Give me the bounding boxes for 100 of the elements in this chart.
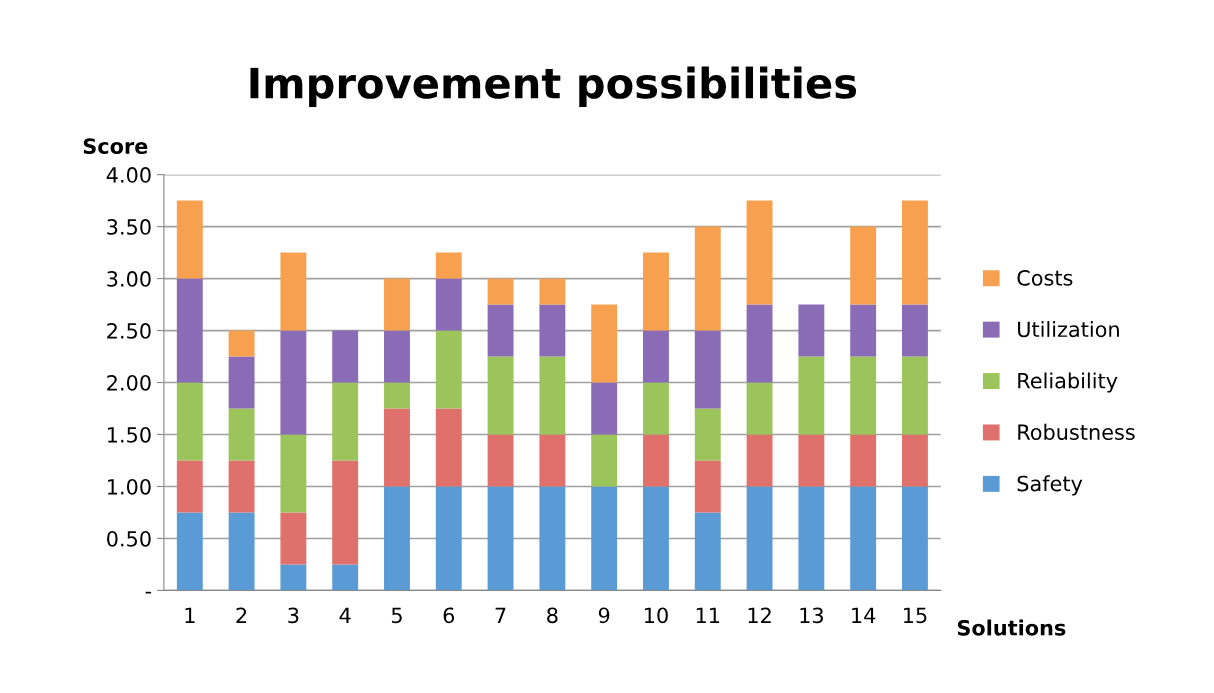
bar bbox=[902, 200, 928, 305]
x-axis-title: Solutions bbox=[957, 619, 1066, 636]
bar bbox=[176, 200, 203, 279]
bar bbox=[746, 434, 773, 487]
bar bbox=[539, 486, 566, 591]
bar bbox=[539, 356, 566, 435]
bar bbox=[176, 460, 203, 513]
bar bbox=[228, 330, 255, 357]
bar bbox=[384, 330, 410, 383]
bar bbox=[539, 278, 566, 305]
x-tick-label: 10 bbox=[645, 607, 668, 624]
x-tick-label: 2 bbox=[236, 607, 247, 623]
bar bbox=[694, 226, 721, 331]
bar bbox=[591, 434, 618, 487]
y-axis-title: Score bbox=[83, 138, 148, 154]
bar bbox=[384, 486, 410, 591]
bar bbox=[487, 434, 514, 487]
bar bbox=[176, 512, 203, 591]
bar bbox=[798, 304, 825, 357]
bar bbox=[435, 330, 462, 409]
bar bbox=[280, 252, 307, 331]
y-tick-label: 3.00 bbox=[107, 271, 151, 287]
bar bbox=[694, 512, 721, 591]
bar bbox=[435, 278, 462, 331]
bar bbox=[280, 434, 307, 513]
legend-label: Costs bbox=[1017, 270, 1073, 286]
bar bbox=[798, 356, 825, 435]
bar bbox=[694, 408, 721, 461]
x-tick-label: 8 bbox=[547, 607, 558, 624]
bar bbox=[280, 564, 307, 591]
bar bbox=[798, 486, 825, 591]
bar bbox=[487, 304, 514, 357]
bar bbox=[902, 486, 928, 591]
bar bbox=[332, 460, 359, 565]
bar bbox=[332, 382, 359, 461]
x-tick-label: 13 bbox=[800, 607, 823, 624]
bar bbox=[591, 382, 618, 435]
bar bbox=[591, 486, 618, 591]
bar bbox=[176, 278, 203, 383]
bar bbox=[487, 356, 514, 435]
y-tick-label: 1.50 bbox=[107, 426, 151, 443]
y-tick-label: 3.50 bbox=[107, 219, 151, 235]
bar bbox=[435, 252, 462, 279]
bar bbox=[746, 486, 773, 591]
y-tick-label: - bbox=[145, 591, 152, 594]
bar bbox=[694, 330, 721, 409]
bar bbox=[539, 434, 566, 487]
y-tick-label: 2.50 bbox=[107, 323, 151, 339]
x-tick-label: 9 bbox=[598, 607, 610, 624]
y-tick-label: 1.00 bbox=[107, 478, 151, 495]
bar bbox=[487, 278, 514, 305]
bar bbox=[902, 434, 928, 487]
bar bbox=[694, 460, 721, 513]
bar bbox=[850, 434, 877, 487]
y-tick-label: 0.50 bbox=[107, 530, 151, 547]
bar bbox=[176, 382, 203, 461]
bar bbox=[746, 304, 773, 383]
legend-label: Safety bbox=[1017, 475, 1083, 496]
bar bbox=[643, 486, 669, 591]
bar bbox=[902, 356, 928, 435]
chart-title: Improvement possibilities bbox=[250, 66, 857, 107]
x-tick-label: 14 bbox=[852, 607, 876, 623]
bar bbox=[746, 200, 773, 305]
bar bbox=[435, 408, 462, 487]
bar bbox=[435, 486, 462, 591]
x-tick-label: 12 bbox=[748, 607, 771, 623]
x-tick-label: 4 bbox=[339, 607, 351, 623]
legend-label: Robustness bbox=[1018, 423, 1135, 440]
legend-label: Reliability bbox=[1018, 372, 1118, 393]
bar bbox=[487, 486, 514, 591]
bar bbox=[798, 434, 825, 487]
bar bbox=[228, 512, 255, 591]
bar bbox=[746, 382, 773, 435]
bar bbox=[850, 486, 877, 591]
x-tick-label: 11 bbox=[696, 607, 720, 623]
bar bbox=[228, 356, 255, 409]
bar bbox=[384, 408, 410, 487]
bar bbox=[384, 382, 410, 409]
x-tick-label: 6 bbox=[443, 607, 455, 624]
bar bbox=[850, 356, 877, 435]
x-tick-label: 5 bbox=[391, 607, 402, 624]
bar bbox=[539, 304, 566, 357]
x-tick-label: 3 bbox=[288, 607, 299, 624]
bar bbox=[280, 330, 307, 435]
bar bbox=[643, 252, 669, 331]
bar bbox=[591, 304, 618, 383]
bar bbox=[850, 304, 877, 357]
bar bbox=[902, 304, 928, 357]
x-tick-label: 1 bbox=[185, 607, 195, 623]
legend-label: Utilization bbox=[1018, 321, 1119, 338]
y-tick-label: 2.00 bbox=[107, 374, 151, 391]
bar bbox=[643, 434, 669, 487]
bar bbox=[384, 278, 410, 331]
bar bbox=[228, 408, 255, 461]
bar bbox=[280, 512, 307, 565]
y-tick-label: 4.00 bbox=[106, 167, 151, 183]
bar bbox=[643, 330, 669, 383]
bar bbox=[228, 460, 255, 513]
bar bbox=[643, 382, 669, 435]
x-tick-label: 7 bbox=[495, 607, 506, 623]
